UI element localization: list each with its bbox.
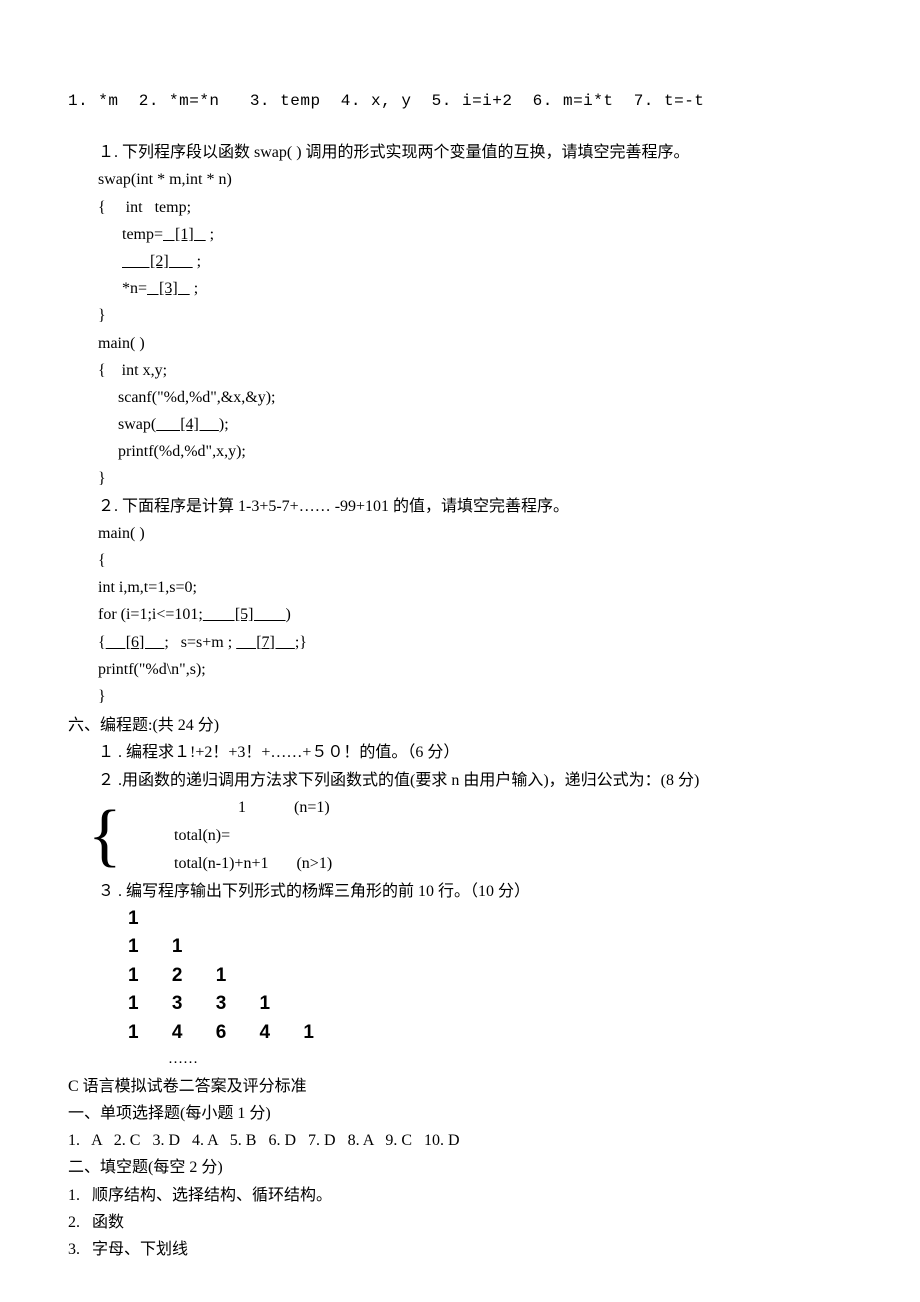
q1-l5-a: *n=	[98, 280, 147, 297]
brace-icon: {	[88, 794, 122, 878]
ans-s1-items: 1. A 2. C 3. D 4. A 5. B 6. D 7. D 8. A …	[68, 1127, 852, 1154]
q2-code-l6: printf("%d\n",s);	[68, 656, 852, 683]
formula-l1: 1 (n=1)	[138, 794, 332, 822]
q2-l4-c: )	[286, 606, 291, 623]
formula-l2: total(n)=	[138, 822, 332, 850]
q1-code-l5: *n= [3] ;	[68, 275, 852, 302]
q2-prompt: ２. 下面程序是计算 1-3+5-7+…… -99+101 的值，请填空完善程序…	[68, 493, 852, 520]
triangle-r5: 1 4 6 4 1	[68, 1019, 852, 1048]
triangle-r2: 1 1	[68, 933, 852, 962]
q2-l4-a: for (i=1;i<=101;	[98, 606, 203, 623]
q1-code-l3: temp= [1] ;	[68, 221, 852, 248]
ans-s2-2: 2. 函数	[68, 1209, 852, 1236]
q2-l5-c: ; s=s+m ;	[164, 634, 236, 651]
q1-code-l9: scanf("%d,%d",&x,&y);	[68, 384, 852, 411]
q2-code-l1: main( )	[68, 520, 852, 547]
q2-l4-blank: [5]	[203, 606, 286, 623]
q1-code-l1: swap(int * m,int * n)	[68, 166, 852, 193]
triangle-r4: 1 3 3 1	[68, 990, 852, 1019]
q1-l4-c: ;	[193, 253, 201, 270]
q2-code-l4: for (i=1;i<=101; [5] )	[68, 601, 852, 628]
ans-s2-title: 二、填空题(每空 2 分)	[68, 1154, 852, 1181]
q1-l3-c: ;	[206, 226, 214, 243]
prog1: １ . 编程求１!+2！+3！+……+５０！的值。（6 分）	[68, 739, 852, 766]
q1-code-l10: swap( [4] );	[68, 411, 852, 438]
q1-code-l4: [2] ;	[68, 248, 852, 275]
q2-code-l3: int i,m,t=1,s=0;	[68, 574, 852, 601]
ans-s1-title: 一、单项选择题(每小题 1 分)	[68, 1100, 852, 1127]
q2-code-l7: }	[68, 683, 852, 710]
q1-l4-a	[98, 253, 122, 270]
prog3: ３ . 编写程序输出下列形式的杨辉三角形的前 10 行。（10 分）	[68, 878, 852, 905]
answers-header: C 语言模拟试卷二答案及评分标准	[68, 1073, 852, 1100]
q2-l5-a: {	[98, 634, 106, 651]
q2-l5-b2: [7]	[236, 634, 295, 651]
q1-l10-blank: [4]	[156, 416, 219, 433]
triangle-dots: ……	[68, 1047, 852, 1073]
q1-l4-blank: [2]	[122, 253, 193, 270]
q1-code-l8: { int x,y;	[68, 357, 852, 384]
q1-code-l2: { int temp;	[68, 194, 852, 221]
formula-l3: total(n-1)+n+1 (n>1)	[138, 850, 332, 878]
q1-l3-blank: [1]	[163, 226, 206, 243]
q1-code-l11: printf(%d,%d",x,y);	[68, 438, 852, 465]
section6-title: 六、编程题:(共 24 分)	[68, 712, 852, 739]
header-answers: 1. *m 2. *m=*n 3. temp 4. x, y 5. i=i+2 …	[68, 88, 852, 115]
q1-l10-c: );	[219, 416, 229, 433]
q1-l3-a: temp=	[98, 226, 163, 243]
prog2: ２ .用函数的递归调用方法求下列函数式的值(要求 n 由用户输入)，递归公式为：…	[68, 767, 852, 794]
q1-l5-c: ;	[190, 280, 198, 297]
q1-prompt: １. 下列程序段以函数 swap( ) 调用的形式实现两个变量值的互换，请填空完…	[68, 139, 852, 166]
ans-s2-3: 3. 字母、下划线	[68, 1236, 852, 1263]
q2-code-l2: {	[68, 547, 852, 574]
q2-l5-b1: [6]	[106, 634, 165, 651]
q1-code-l6: }	[68, 302, 852, 329]
formula-block: { 1 (n=1) total(n)= total(n-1)+n+1 (n>1)	[88, 794, 852, 878]
q1-code-l12: }	[68, 465, 852, 492]
q1-l5-blank: [3]	[147, 280, 190, 297]
q1-l10-a: swap(	[98, 416, 156, 433]
triangle-r1: 1	[68, 905, 852, 934]
q2-l5-e: ;}	[295, 634, 307, 651]
triangle-r3: 1 2 1	[68, 962, 852, 991]
ans-s2-1: 1. 顺序结构、选择结构、循环结构。	[68, 1182, 852, 1209]
q2-code-l5: { [6] ; s=s+m ; [7] ;}	[68, 629, 852, 656]
q1-code-l7: main( )	[68, 330, 852, 357]
